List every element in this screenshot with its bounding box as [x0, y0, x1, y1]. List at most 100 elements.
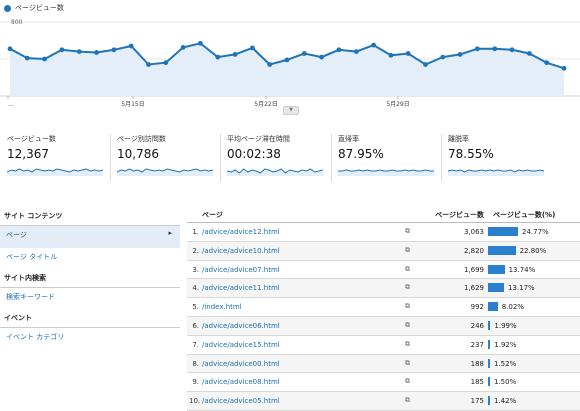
nav-item-page-title[interactable]: ページ タイトル	[6, 253, 58, 261]
share-bar	[488, 358, 490, 368]
table-row: 1./advice/advice12.html ⧉ 3,063 24.77%	[187, 223, 580, 242]
metric-value: 12,367	[7, 147, 49, 161]
row-number: 9.	[192, 378, 199, 387]
pageviews-percent: 13.74%	[508, 265, 536, 274]
page-link[interactable]: /advice/advice10.html	[202, 246, 280, 255]
metric-card[interactable]: 平均ページ滞在時間 00:02:38	[220, 134, 327, 182]
x-tick-label: 5月22日	[254, 101, 277, 108]
page-link[interactable]: /advice/advice15.html	[202, 340, 280, 349]
metric-value: 87.95%	[338, 147, 384, 161]
nav-section-site-content: サイト コンテンツ	[0, 208, 180, 226]
page-link[interactable]: /advice/advice11.html	[202, 284, 280, 293]
data-point	[423, 62, 428, 67]
table-header: ページ ページビュー数 ページビュー数(%)	[187, 208, 580, 223]
row-number: 3.	[192, 265, 199, 274]
share-bar	[488, 339, 491, 349]
share-bar	[488, 302, 498, 312]
sparkline-area	[338, 170, 434, 176]
data-point	[163, 60, 169, 66]
sparkline-area	[117, 169, 213, 176]
open-external-icon[interactable]: ⧉	[405, 245, 410, 254]
data-point	[440, 54, 446, 60]
page-link[interactable]: /advice/advice07.html	[202, 265, 280, 274]
data-point	[527, 51, 532, 56]
sparkline-line	[448, 169, 544, 173]
open-external-icon[interactable]: ⧉	[405, 264, 410, 273]
metric-label: ページ別訪問数	[117, 135, 166, 143]
data-point	[509, 47, 515, 53]
open-external-icon[interactable]: ⧉	[405, 320, 410, 329]
page-link[interactable]: /index.html	[202, 303, 242, 312]
data-point	[59, 47, 65, 53]
table-row: 8./advice/advice00.html ⧉ 188 1.52%	[187, 354, 580, 374]
nav-item-search-keyword[interactable]: 検索キーワード	[6, 293, 55, 301]
nav-section-event: イベント	[0, 310, 180, 328]
table-row: 7./advice/advice15.html ⧉ 237 1.92%	[187, 336, 580, 355]
metric-card[interactable]: ページビュー数 12,367	[7, 134, 107, 182]
share-bar	[488, 396, 490, 406]
series-color-dot	[4, 4, 11, 12]
series-area	[10, 43, 564, 96]
card-divider	[331, 134, 332, 182]
metric-sparkline	[117, 168, 213, 176]
open-external-icon[interactable]: ⧉	[405, 283, 410, 292]
pageviews-value: 237	[470, 340, 484, 349]
table-row: 10./advice/advice05.html ⧉ 175 1.42%	[187, 392, 580, 411]
metric-sparkline	[7, 168, 103, 176]
page-link[interactable]: /advice/advice05.html	[202, 397, 280, 406]
col-header-pct[interactable]: ページビュー数(%)	[493, 211, 556, 219]
page-link[interactable]: /advice/advice08.html	[202, 378, 280, 387]
table-row: 9./advice/advice08.html ⧉ 185 1.50%	[187, 373, 580, 393]
row-number: 2.	[192, 246, 199, 255]
nav-item-page[interactable]: ページ	[0, 226, 180, 248]
legend-label: ページビュー数	[15, 4, 64, 12]
metric-sparkline	[338, 169, 434, 176]
open-external-icon[interactable]: ⧉	[405, 339, 410, 348]
data-point	[492, 46, 498, 52]
metric-value: 00:02:38	[227, 147, 281, 161]
page-link[interactable]: /advice/advice06.html	[202, 321, 280, 330]
metric-card[interactable]: 離脱率 78.55%	[441, 134, 548, 182]
metric-label: 離脱率	[448, 135, 469, 143]
sparkline-line	[7, 168, 103, 173]
data-point	[215, 54, 221, 60]
data-point	[232, 52, 238, 57]
x-tick-label: 5月15日	[121, 101, 144, 108]
row-number: 4.	[192, 284, 199, 293]
open-external-icon[interactable]: ⧉	[405, 377, 410, 386]
open-external-icon[interactable]: ⧉	[405, 396, 410, 405]
open-external-icon[interactable]: ⧉	[405, 358, 410, 367]
table-row: 5./index.html ⧉ 992 8.02%	[187, 298, 580, 317]
left-nav: サイト コンテンツ ページ ページ タイトル サイト内検索 検索キーワード イベ…	[0, 208, 180, 350]
sparkline-line	[338, 169, 434, 172]
chart-legend[interactable]: ページビュー数	[4, 3, 64, 13]
pageviews-value: 1,699	[463, 265, 484, 274]
pageviews-percent: 1.52%	[494, 359, 517, 368]
page-link[interactable]: /advice/advice00.html	[202, 359, 280, 368]
table-row: 6./advice/advice06.html ⧉ 246 1.99%	[187, 316, 580, 336]
share-bar	[488, 283, 504, 293]
open-external-icon[interactable]: ⧉	[405, 302, 410, 311]
metric-value: 78.55%	[448, 147, 494, 161]
nav-section-site-search: サイト内検索	[0, 270, 180, 288]
data-point	[250, 45, 255, 51]
data-point	[544, 60, 550, 66]
metric-card[interactable]: ページ別訪問数 10,786	[110, 134, 217, 182]
share-bar	[488, 245, 516, 255]
nav-item-event-category[interactable]: イベント カテゴリ	[6, 333, 65, 341]
pageviews-value: 2,820	[463, 246, 484, 255]
data-point	[76, 49, 82, 54]
data-point	[284, 57, 290, 63]
col-header-views[interactable]: ページビュー数	[435, 211, 484, 219]
sparkline-line	[227, 168, 323, 174]
pageviews-percent: 1.92%	[494, 340, 517, 349]
col-header-page[interactable]: ページ	[202, 211, 223, 219]
share-bar	[488, 264, 505, 274]
pageviews-percent: 8.02%	[501, 303, 524, 312]
page-link[interactable]: /advice/advice12.html	[202, 228, 280, 236]
share-bar	[488, 377, 490, 387]
chart-resize-handle[interactable]: ▼	[283, 106, 299, 115]
open-external-icon[interactable]: ⧉	[405, 227, 410, 235]
metric-card[interactable]: 直帰率 87.95%	[331, 134, 438, 182]
